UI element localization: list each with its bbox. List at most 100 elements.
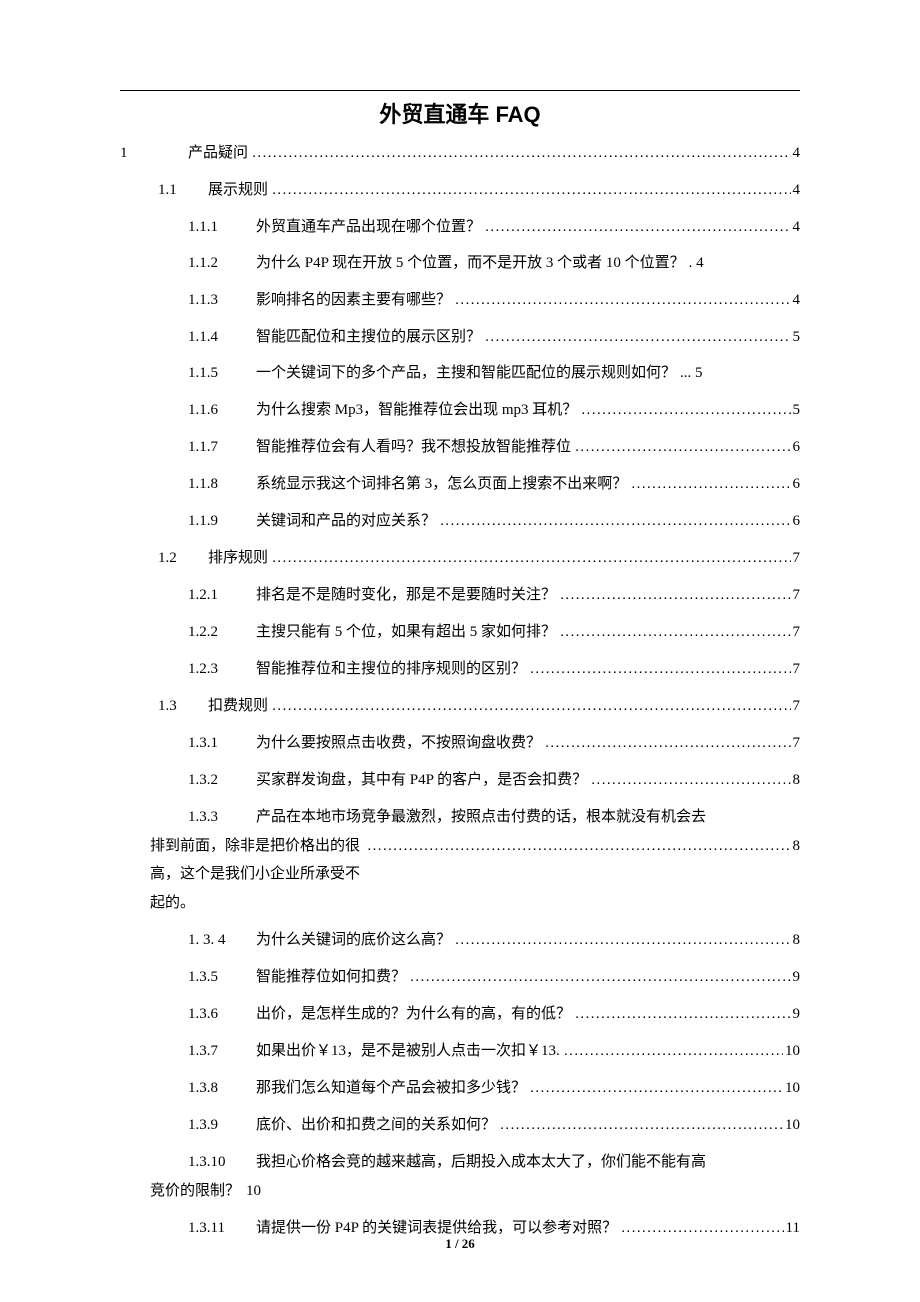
- toc-entry[interactable]: 1.3.1为什么要按照点击收费，不按照询盘收费？7: [120, 729, 800, 757]
- toc-number: 1.3.9: [120, 1112, 256, 1139]
- toc-entry[interactable]: 1.3.2买家群发询盘，其中有 P4P 的客户，是否会扣费？ 8: [120, 766, 800, 794]
- table-of-contents: 1产品疑问41.1展示规则41.1.1外贸直通车产品出现在哪个位置？41.1.2…: [120, 139, 800, 1242]
- toc-number: 1.3.1: [120, 730, 256, 757]
- toc-number: 1. 3. 4: [120, 927, 256, 954]
- toc-entry[interactable]: 1.1.6为什么搜索 Mp3，智能推荐位会出现 mp3 耳机？ 5: [120, 396, 800, 424]
- document-page: 外贸直通车 FAQ 1产品疑问41.1展示规则41.1.1外贸直通车产品出现在哪…: [0, 0, 920, 1302]
- toc-leader: [481, 323, 790, 350]
- toc-entry[interactable]: 1.2.1排名是不是随时变化，那是不是要随时关注？7: [120, 581, 800, 609]
- toc-label: 智能推荐位和主搜位的排序规则的区别？: [256, 656, 526, 683]
- toc-page: 6: [791, 508, 801, 535]
- toc-number: 1.1.1: [120, 214, 256, 241]
- toc-number: 1.1.7: [120, 434, 256, 461]
- toc-entry[interactable]: 1.2.2主搜只能有 5 个位，如果有超出 5 家如何排？7: [120, 618, 800, 646]
- toc-leader: [436, 507, 790, 534]
- toc-number: 1.3.10: [120, 1148, 256, 1177]
- toc-number: 1.2: [120, 545, 208, 572]
- toc-page: 4: [791, 140, 801, 167]
- toc-leader: [526, 655, 790, 682]
- toc-page: 6: [791, 471, 801, 498]
- toc-entry[interactable]: 1.3扣费规则7: [120, 692, 800, 720]
- toc-number: 1.3.7: [120, 1038, 256, 1065]
- toc-page: 7: [791, 619, 801, 646]
- toc-entry[interactable]: 1.1.5一个关键词下的多个产品，主搜和智能匹配位的展示规则如何？... 5: [120, 360, 800, 387]
- toc-number: 1.1.3: [120, 287, 256, 314]
- toc-label: 关键词和产品的对应关系？: [256, 508, 436, 535]
- toc-leader: [556, 618, 790, 645]
- toc-entry[interactable]: 1. 3. 4为什么关键词的底价这么高？8: [120, 926, 800, 954]
- toc-number: 1.3.8: [120, 1075, 256, 1102]
- toc-page: 4: [791, 177, 801, 204]
- toc-entry[interactable]: 1.1展示规则4: [120, 176, 800, 204]
- toc-label: 智能推荐位如何扣费？: [256, 964, 406, 991]
- toc-label: 买家群发询盘，其中有 P4P 的客户，是否会扣费？: [256, 767, 587, 794]
- toc-page: 5: [791, 397, 801, 424]
- toc-label-cont: 竞价的限制？: [150, 1177, 240, 1206]
- toc-page: 10: [783, 1038, 800, 1065]
- toc-page: 8: [791, 927, 801, 954]
- toc-entry[interactable]: 1.1.1外贸直通车产品出现在哪个位置？4: [120, 213, 800, 241]
- toc-page: 7: [791, 545, 801, 572]
- toc-entry[interactable]: 1.1.8系统显示我这个词排名第 3，怎么页面上搜索不出来啊？ 6: [120, 470, 800, 498]
- toc-entry[interactable]: 1.3.3产品在本地市场竞争最激烈，按照点击付费的话，根本就没有机会去排到前面，…: [120, 803, 800, 917]
- toc-number: 1.1.6: [120, 397, 256, 424]
- toc-page: 9: [791, 964, 801, 991]
- toc-entry[interactable]: 1.3.5智能推荐位如何扣费？ 9: [120, 963, 800, 991]
- toc-label: 为什么 P4P 现在开放 5 个位置，而不是开放 3 个或者 10 个位置？: [256, 250, 685, 277]
- toc-label: 外贸直通车产品出现在哪个位置？: [256, 214, 481, 241]
- toc-number: 1.1.9: [120, 508, 256, 535]
- toc-number: 1.3.3: [120, 803, 256, 832]
- toc-number: 1.1.8: [120, 471, 256, 498]
- toc-number: 1.2.1: [120, 582, 256, 609]
- toc-label: 我担心价格会竞的越来越高，后期投入成本太大了，你们能不能有高: [256, 1148, 800, 1177]
- toc-entry[interactable]: 1.1.9关键词和产品的对应关系？ 6: [120, 507, 800, 535]
- toc-page: 4: [791, 287, 801, 314]
- toc-page: 10: [783, 1075, 800, 1102]
- toc-page: 9: [791, 1001, 801, 1028]
- toc-number: 1.1.5: [120, 360, 256, 387]
- toc-entry[interactable]: 1.1.7智能推荐位会有人看吗？我不想投放智能推荐位6: [120, 433, 800, 461]
- toc-entry[interactable]: 1.3.10我担心价格会竞的越来越高，后期投入成本太大了，你们能不能有高竞价的限…: [120, 1148, 800, 1205]
- toc-label: 那我们怎么知道每个产品会被扣多少钱？: [256, 1075, 526, 1102]
- toc-number: 1: [120, 140, 188, 167]
- toc-page: 7: [791, 693, 801, 720]
- toc-entry[interactable]: 1.1.2为什么 P4P 现在开放 5 个位置，而不是开放 3 个或者 10 个…: [120, 250, 800, 277]
- toc-entry[interactable]: 1.2排序规则 7: [120, 544, 800, 572]
- toc-label: 智能推荐位会有人看吗？我不想投放智能推荐位: [256, 434, 571, 461]
- toc-leader: [526, 1074, 783, 1101]
- toc-page: 8: [791, 767, 801, 794]
- toc-entry[interactable]: 1产品疑问 4: [120, 139, 800, 167]
- toc-leader: [268, 176, 790, 203]
- toc-page: 10: [783, 1112, 800, 1139]
- toc-entry[interactable]: 1.3.9底价、出价和扣费之间的关系如何？10: [120, 1111, 800, 1139]
- toc-label: 为什么要按照点击收费，不按照询盘收费？: [256, 730, 541, 757]
- toc-entry[interactable]: 1.3.8那我们怎么知道每个产品会被扣多少钱？ 10: [120, 1074, 800, 1102]
- toc-number: 1.3.6: [120, 1001, 256, 1028]
- toc-entry[interactable]: 1.1.4智能匹配位和主搜位的展示区别？5: [120, 323, 800, 351]
- toc-number: 1.3.2: [120, 767, 256, 794]
- toc-label: 排名是不是随时变化，那是不是要随时关注？: [256, 582, 556, 609]
- toc-leader: [248, 139, 790, 166]
- document-title: 外贸直通车 FAQ: [120, 97, 800, 129]
- toc-leader: [496, 1111, 783, 1138]
- toc-label: 产品疑问: [188, 140, 248, 167]
- toc-number: 1.1: [120, 177, 208, 204]
- toc-label: 影响排名的因素主要有哪些？: [256, 287, 451, 314]
- toc-number: 1.1.2: [120, 250, 256, 277]
- toc-entry[interactable]: 1.3.6出价，是怎样生成的？为什么有的高，有的低？9: [120, 1000, 800, 1028]
- toc-number: 1.3.5: [120, 964, 256, 991]
- toc-label: 为什么搜索 Mp3，智能推荐位会出现 mp3 耳机？: [256, 397, 577, 424]
- toc-entry[interactable]: 1.1.3影响排名的因素主要有哪些？ 4: [120, 286, 800, 314]
- toc-leader: [541, 729, 790, 756]
- toc-leader: [268, 544, 790, 571]
- toc-leader: [627, 470, 790, 497]
- toc-entry[interactable]: 1.2.3智能推荐位和主搜位的排序规则的区别？7: [120, 655, 800, 683]
- toc-label: 如果出价￥13，是不是被别人点击一次扣￥13.: [256, 1038, 560, 1065]
- toc-entry[interactable]: 1.3.7如果出价￥13，是不是被别人点击一次扣￥13. 10: [120, 1037, 800, 1065]
- toc-label: 系统显示我这个词排名第 3，怎么页面上搜索不出来啊？: [256, 471, 627, 498]
- toc-leader: [363, 832, 790, 861]
- toc-label: 一个关键词下的多个产品，主搜和智能匹配位的展示规则如何？: [256, 360, 676, 387]
- toc-label: 排序规则: [208, 545, 268, 572]
- toc-leader: [451, 286, 790, 313]
- toc-page: ... 5: [676, 360, 703, 387]
